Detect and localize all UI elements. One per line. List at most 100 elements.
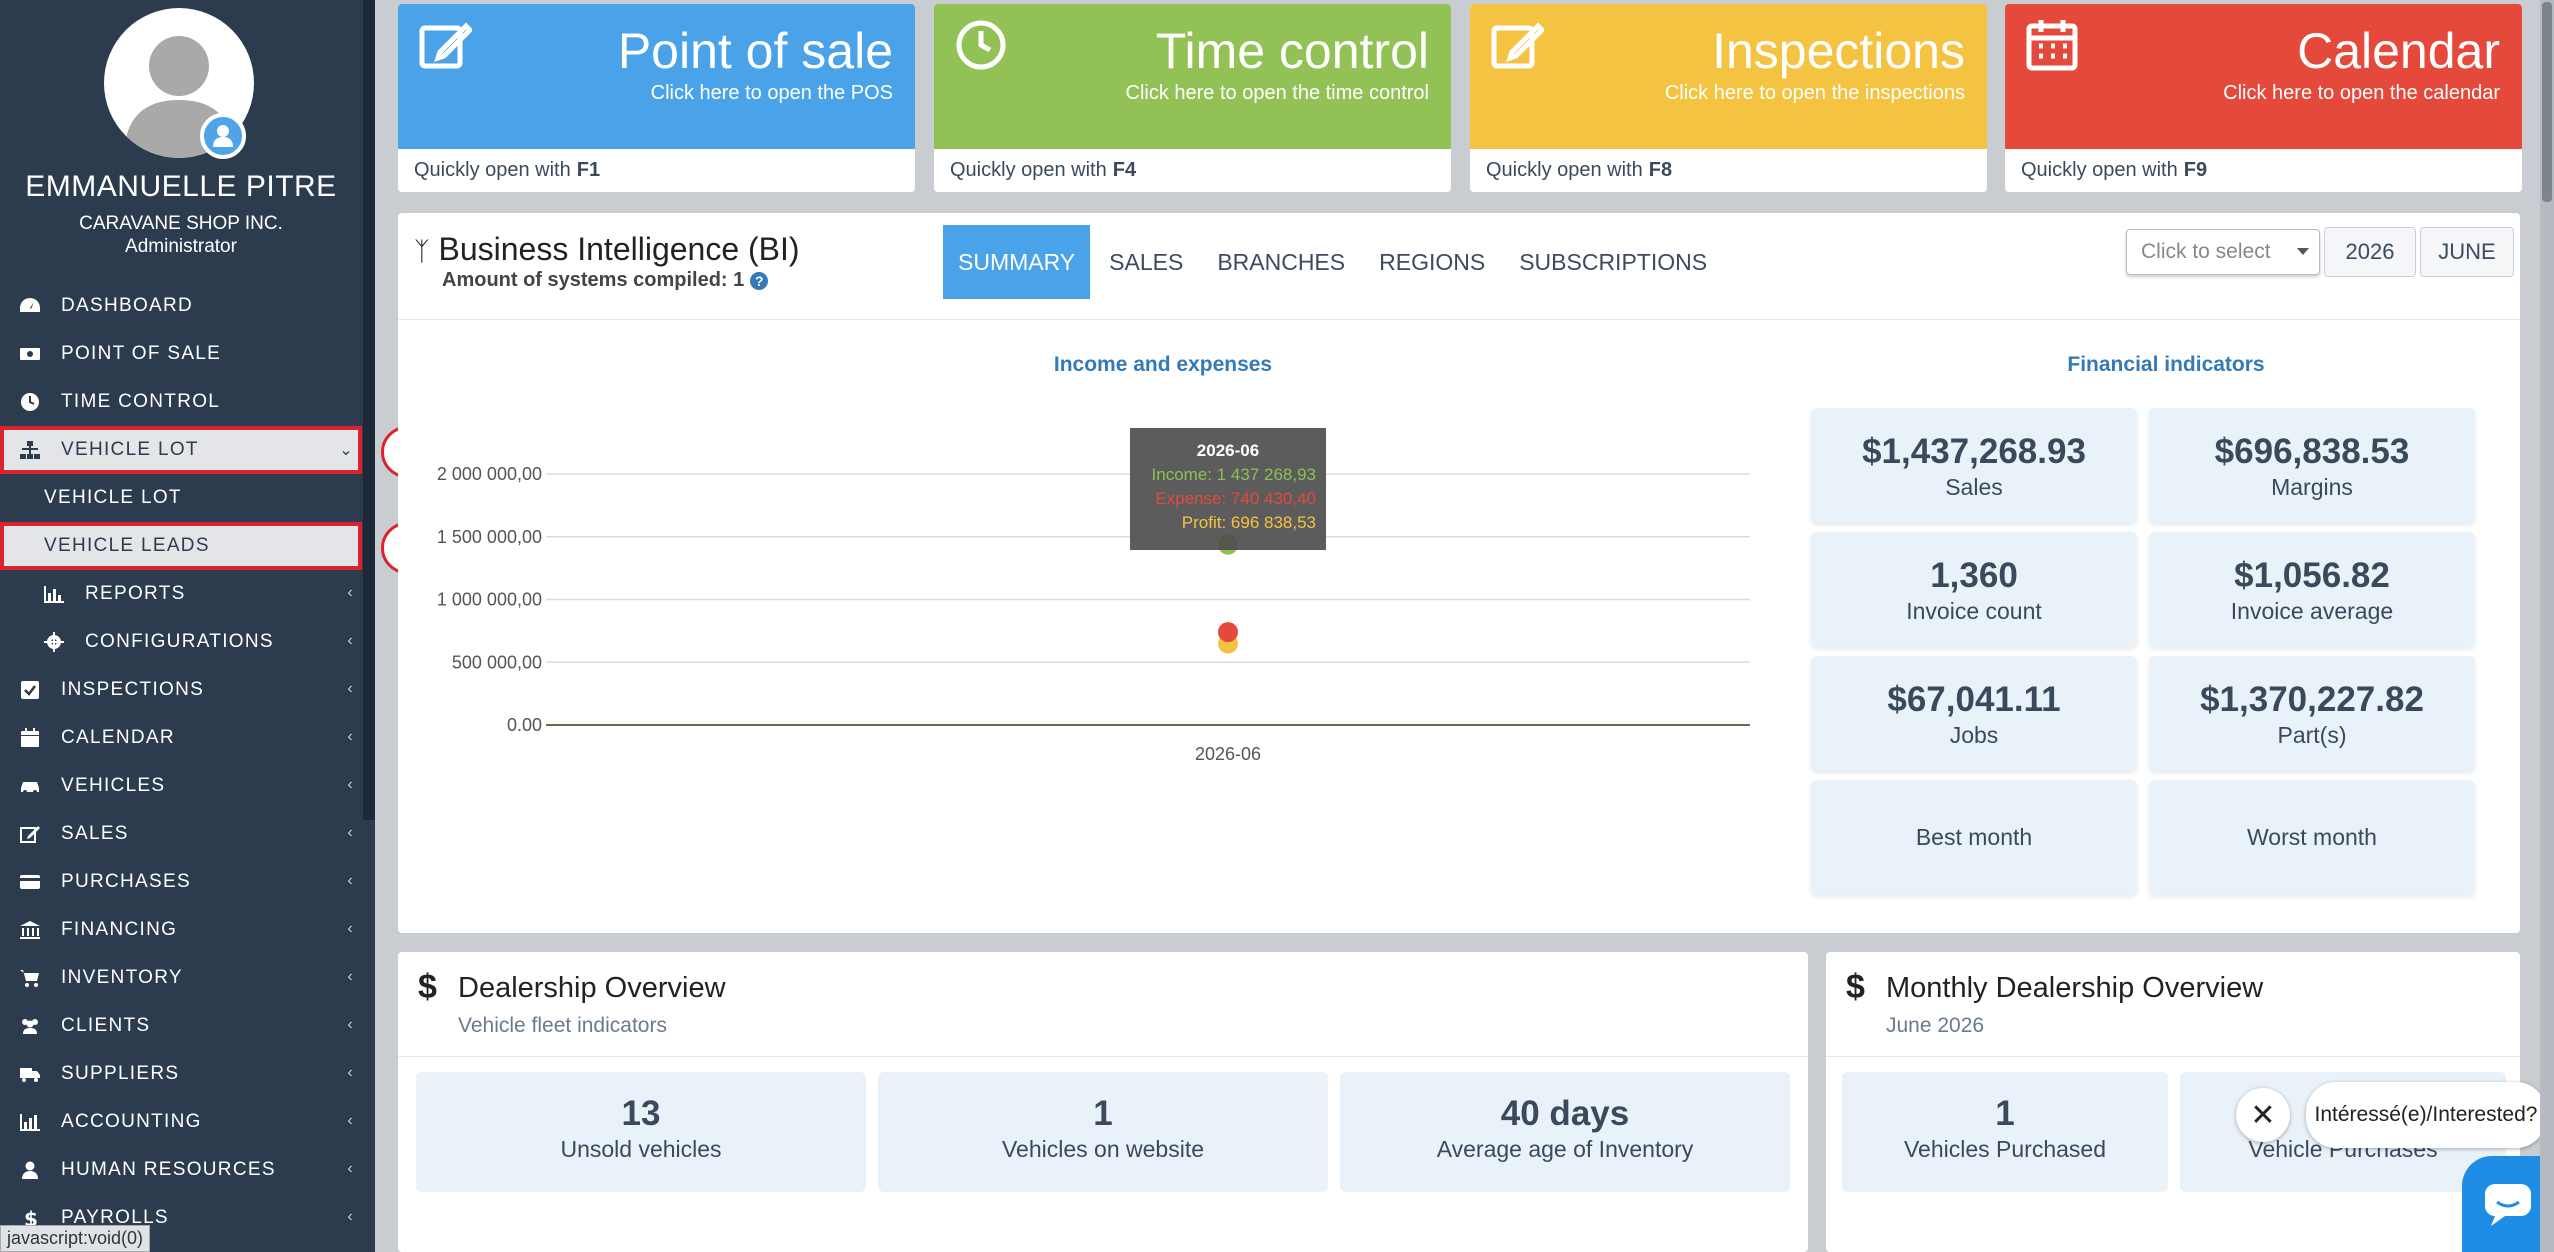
sidebar-item-label: TIME CONTROL — [61, 391, 221, 412]
sidebar-item-inventory[interactable]: INVENTORY ‹ — [0, 954, 362, 1002]
sidebar-item-sales[interactable]: SALES ‹ — [0, 810, 362, 858]
chevron-left-icon: ‹ — [347, 1016, 354, 1033]
chevron-left-icon: ‹ — [347, 632, 354, 649]
svg-text:$: $ — [24, 1208, 39, 1228]
bank-icon — [18, 920, 42, 940]
year-button[interactable]: 2026 — [2324, 227, 2416, 277]
kpi-parts: $1,370,227.82 Part(s) — [2149, 656, 2475, 771]
tile-time-control[interactable]: Time control Click here to open the time… — [934, 4, 1451, 192]
line-chart-icon — [18, 1112, 42, 1132]
car-icon — [18, 776, 42, 796]
y-tick-label: 2 000 000,00 — [437, 464, 542, 484]
month-button[interactable]: JUNE — [2420, 227, 2514, 277]
systems-compiled: Amount of systems compiled: 1? — [442, 269, 769, 292]
tile-calendar[interactable]: Calendar Click here to open the calendar… — [2005, 4, 2522, 192]
money-icon — [18, 344, 42, 364]
tile-inspections[interactable]: Inspections Click here to open the inspe… — [1470, 4, 1987, 192]
sidebar-item-label: VEHICLES — [61, 775, 166, 796]
kpi-invoice-count: 1,360 Invoice count — [1811, 532, 2137, 647]
sidebar-item-payrolls[interactable]: $ PAYROLLS ‹ — [0, 1194, 362, 1242]
bar-chart-icon — [42, 584, 66, 604]
kpi-worst-month: Worst month — [2149, 780, 2475, 895]
clock-icon — [954, 18, 1008, 72]
user-icon[interactable] — [200, 113, 246, 159]
y-tick-label: 0.00 — [507, 715, 542, 735]
sidebar-item-point-of-sale[interactable]: POINT OF SALE — [0, 330, 362, 378]
panel-title: Monthly Dealership Overview — [1886, 972, 2264, 1004]
sidebar-item-label: ACCOUNTING — [61, 1111, 202, 1132]
kpi-sales: $1,437,268.93 Sales — [1811, 408, 2137, 523]
chat-icon — [2485, 1184, 2531, 1226]
dashboard-icon — [18, 296, 42, 316]
sidebar: EMMANUELLE PITRE CARAVANE SHOP INC. Admi… — [0, 0, 375, 1252]
help-icon[interactable]: ? — [750, 271, 769, 290]
sidebar-subitem-configurations[interactable]: CONFIGURATIONS ‹ — [0, 618, 362, 666]
tile-title: Inspections — [1712, 23, 1965, 79]
branch-select[interactable]: Click to select — [2126, 229, 2320, 275]
sidebar-item-label: FINANCING — [61, 919, 178, 940]
sidebar-item-label: VEHICLE LOT — [44, 487, 182, 508]
sidebar-item-label: SALES — [61, 823, 129, 844]
sidebar-subitem-reports[interactable]: REPORTS ‹ — [0, 570, 362, 618]
sidebar-subitem-vehicle-lot[interactable]: VEHICLE LOT — [0, 474, 362, 522]
tab-regions[interactable]: REGIONS — [1379, 248, 1486, 275]
y-tick-label: 1 500 000,00 — [437, 527, 542, 547]
tile-point-of-sale[interactable]: Point of sale Click here to open the POS… — [398, 4, 915, 192]
sidebar-item-time-control[interactable]: TIME CONTROL — [0, 378, 362, 426]
tile-title: Point of sale — [617, 23, 893, 79]
stat-vehicles-purchased: 1 Vehicles Purchased — [1842, 1072, 2168, 1192]
sidebar-item-vehicles[interactable]: VEHICLES ‹ — [0, 762, 362, 810]
sidebar-item-label: VEHICLE LOT — [61, 439, 199, 460]
dealership-overview-panel: $ Dealership Overview Vehicle fleet indi… — [398, 952, 1808, 1252]
chevron-down-icon — [2297, 248, 2309, 255]
sidebar-item-accounting[interactable]: ACCOUNTING ‹ — [0, 1098, 362, 1146]
sidebar-item-vehicle-lot[interactable]: VEHICLE LOT ⌄ — [0, 426, 362, 474]
y-tick-label: 1 000 000,00 — [437, 590, 542, 610]
stat-unsold-vehicles: 13 Unsold vehicles — [416, 1072, 866, 1192]
sidebar-item-label: VEHICLE LEADS — [44, 535, 210, 556]
sidebar-subitem-vehicle-leads[interactable]: VEHICLE LEADS — [0, 522, 362, 570]
user-role: Administrator — [125, 236, 237, 257]
sidebar-item-label: INVENTORY — [61, 967, 183, 988]
sidebar-scrollbar[interactable] — [363, 0, 375, 820]
sidebar-item-human-resources[interactable]: HUMAN RESOURCES ‹ — [0, 1146, 362, 1194]
bi-tabs: SUMMARY SALES BRANCHES REGIONS SUBSCRIPT… — [943, 225, 1726, 299]
financial-indicators-title: Financial indicators — [2067, 353, 2265, 376]
chevron-left-icon: ‹ — [347, 920, 354, 937]
sidebar-item-label: PAYROLLS — [61, 1207, 169, 1228]
kpi-invoice-average: $1,056.82 Invoice average — [2149, 532, 2475, 647]
sidebar-item-suppliers[interactable]: SUPPLIERS ‹ — [0, 1050, 362, 1098]
sitemap-icon — [18, 440, 42, 460]
bi-header: ᛉ Business Intelligence (BI) Amount of s… — [398, 213, 2520, 320]
sidebar-item-label: PURCHASES — [61, 871, 191, 892]
sidebar-item-label: CLIENTS — [61, 1015, 151, 1036]
tab-summary[interactable]: SUMMARY — [943, 225, 1091, 299]
tab-sales[interactable]: SALES — [1109, 248, 1184, 275]
sidebar-item-financing[interactable]: FINANCING ‹ — [0, 906, 362, 954]
tab-subscriptions[interactable]: SUBSCRIPTIONS — [1519, 248, 1708, 275]
chevron-left-icon: ‹ — [347, 968, 354, 985]
tooltip-income: Income: 1 437 268,93 — [1152, 465, 1316, 484]
income-expenses-chart[interactable]: 0.00 500 000,00 1 000 000,00 1 500 000,00 2 … — [398, 413, 1778, 933]
chat-prompt[interactable]: Intéressé(e)/Interested? — [2306, 1082, 2546, 1148]
tile-shortcut: Quickly open with F4 — [950, 159, 1137, 181]
sidebar-item-clients[interactable]: CLIENTS ‹ — [0, 1002, 362, 1050]
page-scrollbar[interactable] — [2540, 0, 2554, 1252]
tile-shortcut: Quickly open with F1 — [414, 159, 601, 181]
sidebar-item-inspections[interactable]: INSPECTIONS ‹ — [0, 666, 362, 714]
panel-title: Dealership Overview — [458, 972, 726, 1004]
tile-shortcut: Quickly open with F9 — [2021, 159, 2208, 181]
users-icon — [18, 1016, 42, 1036]
sidebar-item-purchases[interactable]: PURCHASES ‹ — [0, 858, 362, 906]
chat-button[interactable] — [2462, 1156, 2554, 1252]
tooltip-expense: Expense: 740 430,40 — [1155, 489, 1316, 508]
sidebar-item-calendar[interactable]: CALENDAR ‹ — [0, 714, 362, 762]
bi-title: ᛉ Business Intelligence (BI) — [414, 231, 800, 267]
tile-title: Time control — [1155, 23, 1429, 79]
sidebar-item-label: POINT OF SALE — [61, 343, 222, 364]
chat-close-button[interactable]: ✕ — [2236, 1088, 2290, 1142]
tab-branches[interactable]: BRANCHES — [1217, 248, 1346, 275]
sidebar-item-dashboard[interactable]: DASHBOARD — [0, 282, 362, 330]
user-company: CARAVANE SHOP INC. — [79, 213, 283, 234]
panel-subtitle: June 2026 — [1886, 1014, 1985, 1037]
